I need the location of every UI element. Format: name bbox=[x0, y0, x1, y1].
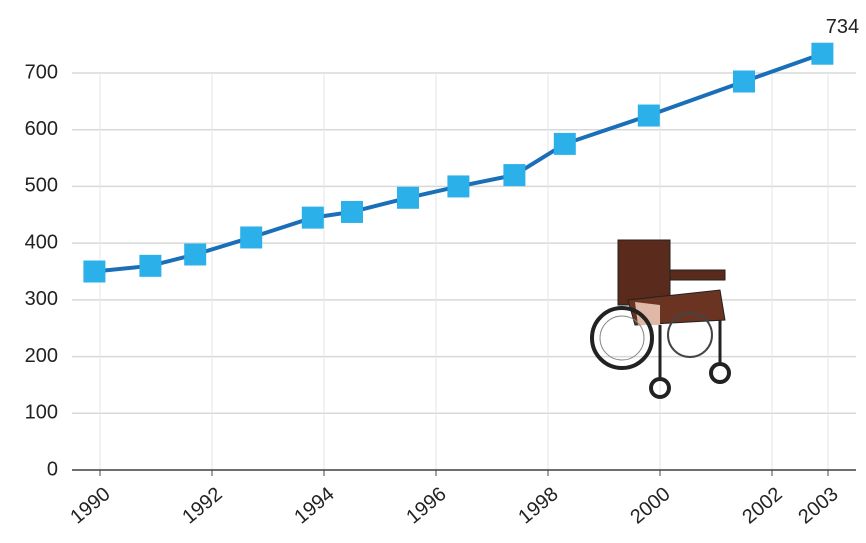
marker bbox=[637, 104, 660, 127]
data-label: 734 bbox=[826, 16, 859, 38]
marker bbox=[503, 164, 526, 187]
wheel-big bbox=[590, 306, 654, 370]
marker bbox=[397, 186, 419, 209]
x-tick-label: 1998 bbox=[514, 483, 562, 528]
x-tick-label: 1992 bbox=[178, 483, 226, 528]
series-line bbox=[94, 51, 824, 274]
wheelchair-back bbox=[617, 239, 671, 306]
marker bbox=[184, 243, 207, 266]
x-tick-label: 2003 bbox=[794, 483, 842, 528]
x-tick-label: 1994 bbox=[290, 483, 338, 528]
wheel-caster bbox=[709, 362, 731, 384]
grid bbox=[72, 72, 856, 471]
wheel-spokes bbox=[599, 315, 645, 361]
marker bbox=[301, 206, 324, 229]
x-tick-label: 1990 bbox=[66, 483, 114, 528]
y-tick-label: 300 bbox=[25, 288, 58, 310]
x-tick-label: 1996 bbox=[402, 483, 450, 528]
wheelchair-side bbox=[635, 302, 660, 325]
y-tick-label: 0 bbox=[47, 458, 58, 480]
y-tick-label: 400 bbox=[25, 231, 58, 253]
marker bbox=[139, 254, 162, 277]
marker bbox=[811, 42, 834, 65]
marker bbox=[733, 70, 755, 93]
x-tick-label: 2002 bbox=[738, 483, 786, 528]
y-tick-label: 700 bbox=[25, 61, 58, 83]
marker bbox=[553, 132, 576, 155]
x-tick-label: 2000 bbox=[626, 483, 674, 528]
y-tick-label: 500 bbox=[25, 175, 58, 197]
marker bbox=[83, 260, 106, 283]
y-tick-label: 200 bbox=[25, 345, 58, 367]
marker bbox=[341, 200, 363, 223]
y-tick-label: 100 bbox=[25, 402, 58, 424]
wheelchair-arm bbox=[669, 269, 726, 281]
marker bbox=[447, 175, 470, 198]
wheelchair-illustration bbox=[590, 239, 731, 399]
wheel-mid bbox=[667, 312, 713, 358]
y-tick-label: 600 bbox=[25, 118, 58, 140]
marker bbox=[240, 226, 263, 249]
